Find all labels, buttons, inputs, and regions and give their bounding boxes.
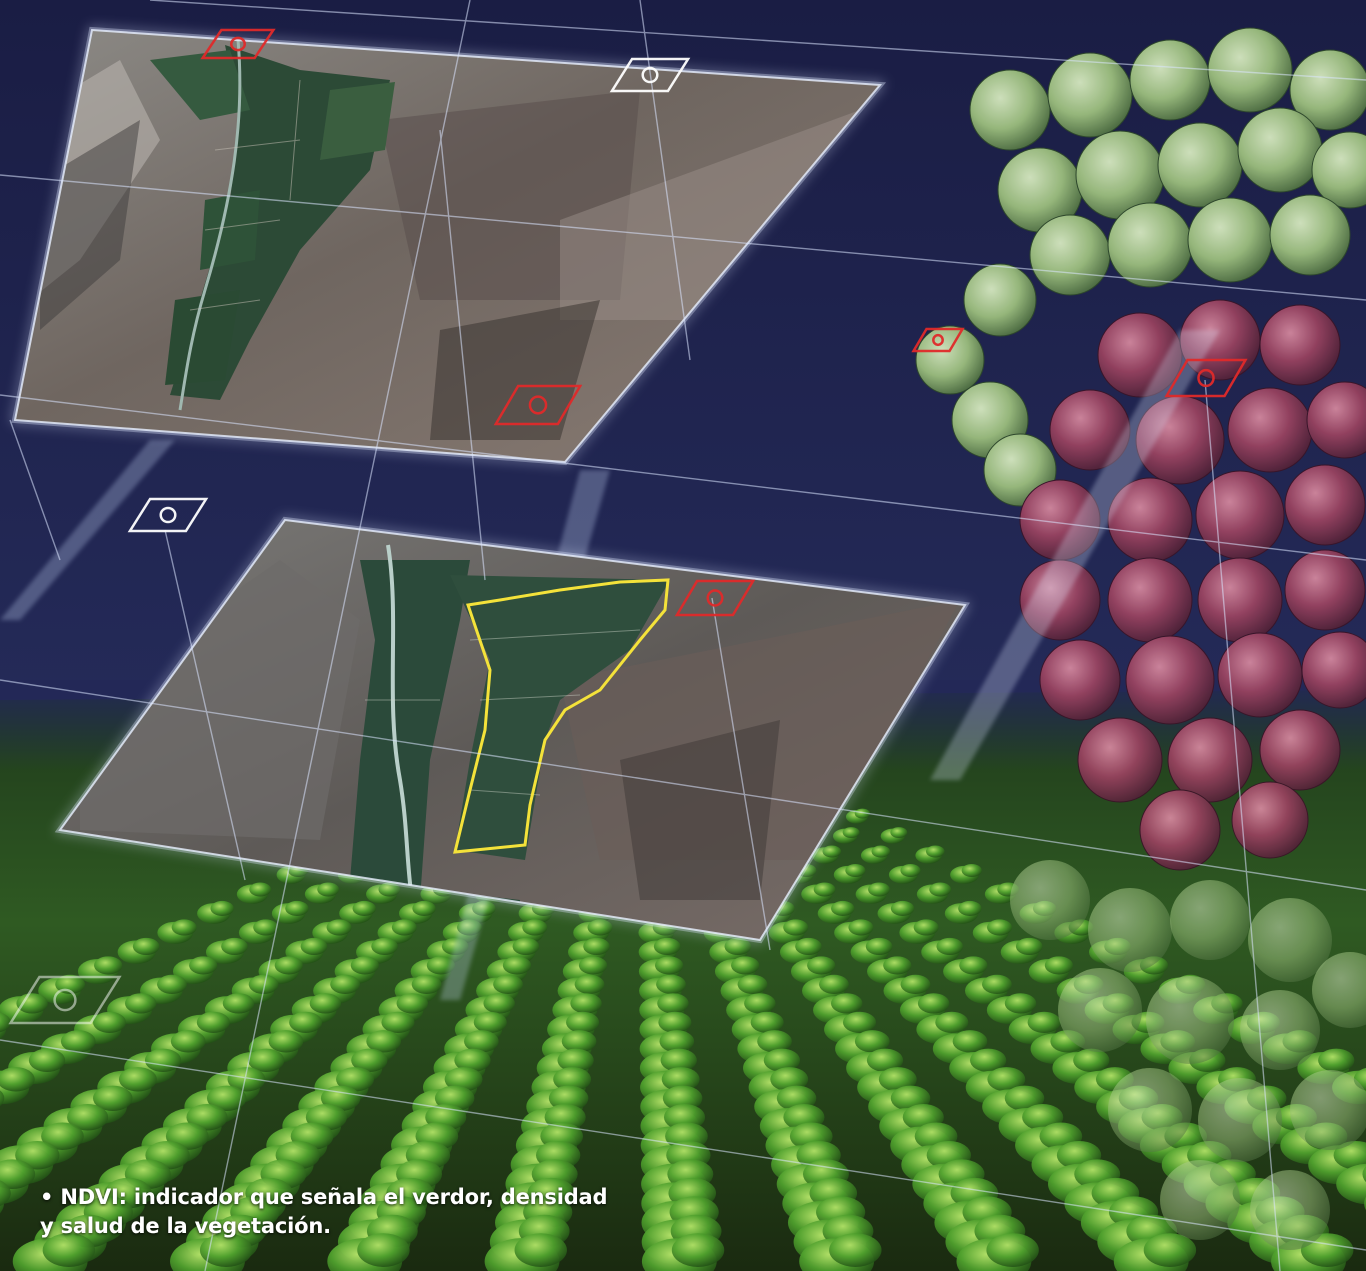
target-marker-icon	[493, 384, 583, 426]
selected-field-outline	[453, 578, 670, 854]
target-marker-icon	[609, 57, 691, 93]
target-marker-icon	[200, 28, 276, 60]
satellite-map-top	[11, 26, 887, 466]
caption-line-1: • NDVI: indicador que señala el verdor, …	[40, 1185, 608, 1209]
caption-line-2: y salud de la vegetación.	[40, 1214, 331, 1238]
ndvi-caption: • NDVI: indicador que señala el verdor, …	[40, 1183, 680, 1241]
target-marker-icon	[127, 497, 209, 533]
target-marker-icon	[8, 975, 122, 1025]
satellite-map-bottom	[54, 516, 970, 944]
target-marker-icon	[1164, 358, 1248, 398]
target-marker-icon	[674, 579, 756, 617]
target-marker-icon	[911, 327, 965, 353]
